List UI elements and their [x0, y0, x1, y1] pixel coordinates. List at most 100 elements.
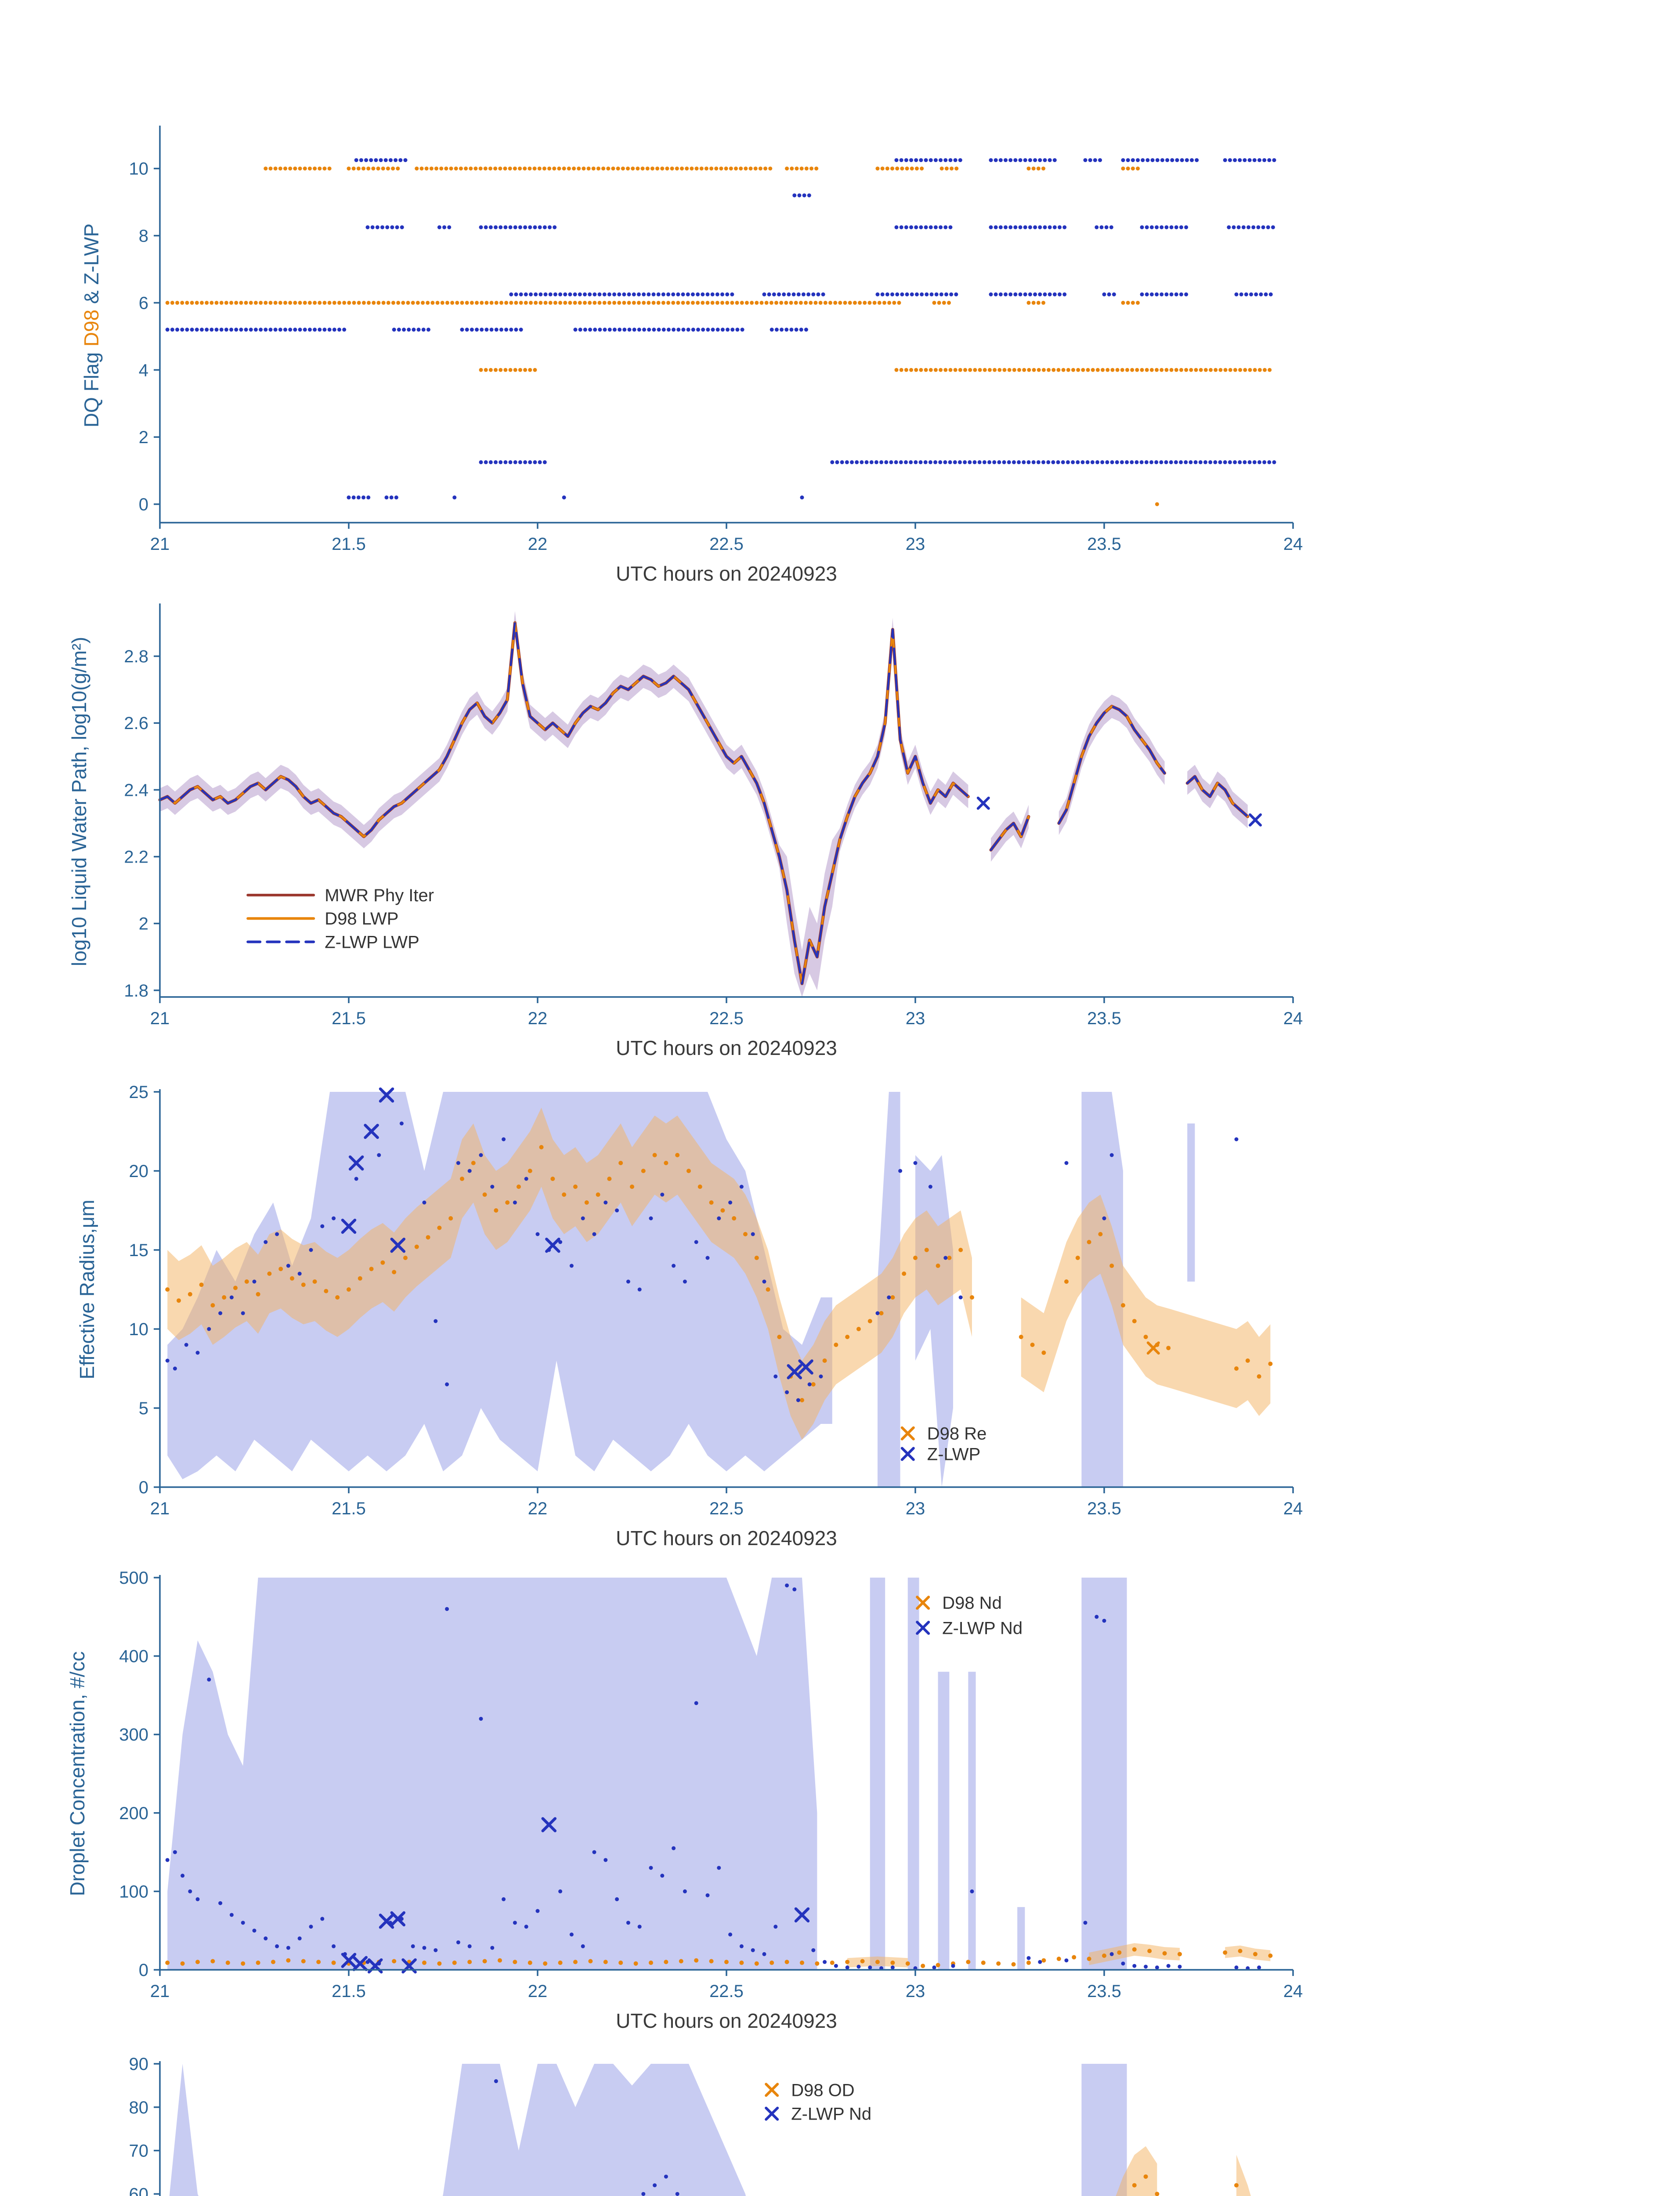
y-tick-label: 300 — [119, 1725, 148, 1745]
y-tick-label: 60 — [129, 2185, 149, 2196]
y-tick-label: 0 — [139, 495, 148, 514]
x-tick-label: 21.5 — [332, 1982, 366, 2001]
legend-label: MWR Phy Iter — [325, 886, 434, 905]
legend-entry: Z-LWP Nd — [765, 2105, 871, 2124]
x-tick-label: 21.5 — [332, 1499, 366, 1518]
axes: 21 21.5 22 22.5 23 23.5 24 0 100 200 300 400 500 UTC … — [66, 1568, 1303, 2032]
x-tick-label: 23.5 — [1087, 1009, 1121, 1028]
y-tick-label: 100 — [119, 1882, 148, 1901]
x-tick-label: 23 — [906, 1499, 925, 1518]
y-axis-label: DQ Flag D98 & Z-LWP — [80, 224, 103, 427]
legend-entry: Z-LWP — [900, 1445, 980, 1464]
y-tick-label: 80 — [129, 2098, 149, 2117]
x-axis-label: UTC hours on 20240923 — [616, 1527, 837, 1549]
d98-re-band — [167, 1108, 1271, 1440]
y-tick-label: 10 — [129, 1320, 149, 1339]
zlwp-od-band — [169, 2064, 1127, 2196]
x-tick-label: 23 — [906, 1009, 925, 1028]
y-tick-label: 2 — [139, 428, 148, 447]
x-tick-label: 24 — [1283, 535, 1303, 554]
x-axis-label: UTC hours on 20240923 — [616, 2009, 837, 2032]
y-axis-label: Droplet Concentration, #/cc — [66, 1651, 89, 1896]
zlwp-nd-band — [167, 1578, 1127, 1970]
d98-od-dots — [1132, 2174, 1239, 2196]
x-tick-label: 22 — [528, 535, 548, 554]
y-tick-label: 90 — [129, 2055, 149, 2074]
legend-entry: D98 OD — [765, 2080, 855, 2100]
legend-label: D98 OD — [791, 2080, 855, 2100]
x-tick-label: 24 — [1283, 1499, 1303, 1518]
x-tick-label: 23.5 — [1087, 535, 1121, 554]
x-tick-label: 21 — [150, 1009, 170, 1028]
axes: 21 21.5 22 22.5 23 23.5 24 0 5 10 15 20 25 UTC hours … — [76, 1083, 1303, 1549]
d98-re-x — [1146, 1341, 1160, 1355]
legend-label: D98 Re — [927, 1424, 987, 1444]
zlwp-lwp-line — [159, 621, 1249, 985]
axes: 2121.52222.52323.5240102030405060708090U… — [129, 2055, 161, 2196]
x-tick-label: 23.5 — [1087, 1499, 1121, 1518]
x-tick-label: 21.5 — [332, 535, 366, 554]
legend-label: D98 Nd — [942, 1593, 1002, 1613]
axes: 21 21.5 22 22.5 23 23.5 24 1.8 2 2.2 2.4 2.6 2.8 UTC … — [68, 603, 1303, 1059]
effective-radius-panel: 21 21.5 22 22.5 23 23.5 24 0 5 10 15 20 25 UTC hours … — [76, 1083, 1303, 1549]
y-tick-label: 0 — [139, 1478, 148, 1497]
x-tick-label: 21 — [150, 1982, 170, 2001]
y-tick-label: 2.8 — [124, 647, 148, 666]
legend-entry: D98 LWP — [246, 909, 398, 928]
legend-entry: Z-LWP LWP — [246, 932, 419, 952]
legend-label: Z-LWP — [927, 1445, 980, 1464]
legend-entry: MWR Phy Iter — [246, 886, 434, 905]
legend-entry: D98 Nd — [916, 1593, 1002, 1613]
droplet-concentration-panel: 21 21.5 22 22.5 23 23.5 24 0 100 200 300 400 500 UTC … — [66, 1568, 1303, 2032]
zlwp-od-dots — [494, 2079, 679, 2196]
x-tick-label: 21 — [150, 1499, 170, 1518]
d98-re-dots — [165, 1145, 1273, 1402]
y-tick-label: 10 — [129, 159, 149, 179]
d98-od-band — [1116, 2146, 1251, 2196]
x-tick-label: 22.5 — [709, 1499, 744, 1518]
x-axis-label: UTC hours on 20240923 — [616, 562, 837, 585]
legend-label: D98 LWP — [325, 909, 398, 928]
y-axis-label: log10 Liquid Water Path, log10(g/m²) — [68, 637, 90, 966]
legend-entry: D98 Re — [900, 1424, 987, 1444]
zlwp-re-x — [341, 1087, 813, 1380]
d98-lwp-line — [159, 621, 1249, 985]
x-tick-label: 23 — [906, 1982, 925, 2001]
y-tick-label: 5 — [139, 1399, 148, 1418]
x-tick-label: 24 — [1283, 1009, 1303, 1028]
legend-label: Z-LWP Nd — [942, 1618, 1022, 1638]
optical-depth-panel: 2121.52222.52323.5240102030405060708090U… — [129, 2055, 1251, 2196]
y-tick-label: 70 — [129, 2142, 149, 2161]
y-tick-label: 2.6 — [124, 714, 148, 733]
d98-flag-dots — [165, 166, 1272, 506]
y-tick-label: 20 — [129, 1162, 149, 1181]
x-tick-label: 22 — [528, 1982, 548, 2001]
x-tick-label: 21 — [150, 535, 170, 554]
zlwp-nd-dots — [165, 1583, 1261, 1970]
y-tick-label: 2.4 — [124, 780, 148, 800]
lwp-panel: 21 21.5 22 22.5 23 23.5 24 1.8 2 2.2 2.4 2.6 2.8 UTC … — [68, 603, 1303, 1059]
zlwp-flag-dots — [165, 158, 1276, 500]
y-tick-label: 25 — [129, 1083, 149, 1102]
x-axis-label: UTC hours on 20240923 — [616, 1037, 837, 1059]
y-tick-label: 2.2 — [124, 848, 148, 867]
y-tick-label: 4 — [139, 361, 148, 380]
x-tick-label: 22.5 — [709, 1982, 744, 2001]
x-tick-label: 22 — [528, 1499, 548, 1518]
y-axis-label: Effective Radius,μm — [76, 1199, 98, 1379]
x-tick-label: 21.5 — [332, 1009, 366, 1028]
x-tick-label: 23.5 — [1087, 1982, 1121, 2001]
x-tick-label: 22 — [528, 1009, 548, 1028]
y-tick-label: 2 — [139, 914, 148, 934]
legend-label: Z-LWP Nd — [791, 2105, 871, 2124]
legend-entry: Z-LWP Nd — [916, 1618, 1022, 1638]
y-tick-label: 400 — [119, 1647, 148, 1666]
y-tick-label: 200 — [119, 1804, 148, 1823]
legend-label: Z-LWP LWP — [325, 932, 419, 952]
y-tick-label: 8 — [139, 227, 148, 246]
x-tick-label: 22.5 — [709, 1009, 744, 1028]
